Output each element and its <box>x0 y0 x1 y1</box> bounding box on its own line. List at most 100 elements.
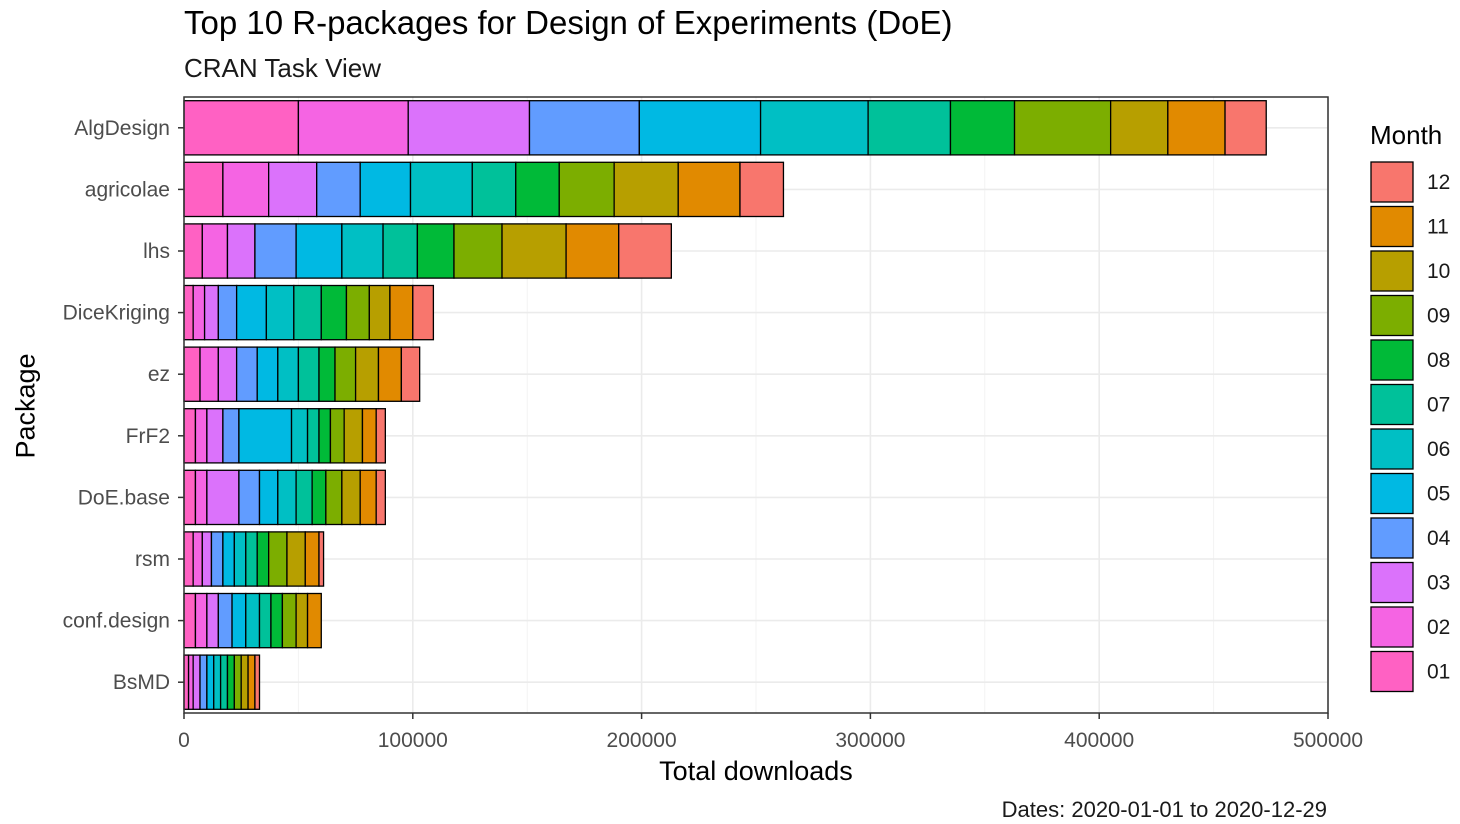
legend-title: Month <box>1370 120 1443 150</box>
x-axis: 0 100000 200000 300000 400000 500000 <box>178 713 1363 752</box>
bar-segment-agricolae-06 <box>409 161 473 218</box>
legend-key-01 <box>1370 650 1414 693</box>
bar-segment-DiceKriging-06 <box>265 284 295 341</box>
bar-segment-DiceKriging-10 <box>368 284 391 341</box>
bar-segment-ez-09 <box>334 346 357 402</box>
bar-segment-DoE.base-03 <box>206 469 240 526</box>
bar-segment-agricolae-01 <box>183 161 224 218</box>
legend-key-07 <box>1370 383 1414 426</box>
bar-segment-FrF2-05 <box>238 408 293 464</box>
legend-key-06 <box>1370 428 1414 470</box>
y-tick-label: BsMD <box>113 671 170 694</box>
legend-key-02 <box>1370 606 1414 648</box>
panel-border <box>183 96 1329 714</box>
bar-segment-rsm-10 <box>286 531 306 587</box>
bar-segment-ez-11 <box>377 346 403 402</box>
bar-segment-BsMD-06 <box>213 654 222 710</box>
bar-segment-FrF2-03 <box>206 408 224 464</box>
bar-segment-BsMD-03 <box>192 654 201 710</box>
bar-segment-DoE.base-12 <box>375 469 386 526</box>
bar-segment-DiceKriging-04 <box>217 284 238 341</box>
legend-label: 05 <box>1427 483 1450 506</box>
bar-segment-lhs-03 <box>226 223 256 279</box>
y-axis-label: Package <box>10 353 41 459</box>
bar-segment-agricolae-08 <box>515 161 560 218</box>
bar-segment-conf.design-02 <box>194 592 208 649</box>
bar-segment-AlgDesign-05 <box>638 100 762 156</box>
bar-segment-DiceKriging-09 <box>345 284 370 341</box>
bar-segment-rsm-01 <box>183 531 194 587</box>
bar-segment-AlgDesign-07 <box>867 100 952 156</box>
y-tick-label: conf.design <box>63 610 170 633</box>
bar-segment-BsMD-11 <box>247 654 256 710</box>
legend-key-10 <box>1370 250 1414 292</box>
bar-segment-DiceKriging-05 <box>235 284 268 341</box>
bar-segment-BsMD-10 <box>240 654 249 710</box>
legend-label: 10 <box>1427 260 1450 283</box>
legend-label: 08 <box>1427 349 1450 372</box>
legend-key-08 <box>1370 339 1414 381</box>
bar-segment-BsMD-05 <box>206 654 215 710</box>
bar-segment-BsMD-08 <box>226 654 235 710</box>
chart-subtitle: CRAN Task View <box>184 53 381 83</box>
bar-segment-FrF2-09 <box>329 408 345 464</box>
bar-segment-conf.design-09 <box>281 592 297 649</box>
bar-segment-lhs-05 <box>295 223 343 279</box>
bar-segment-AlgDesign-11 <box>1167 100 1226 156</box>
bar-segment-agricolae-10 <box>613 161 679 218</box>
bar-segment-rsm-05 <box>222 531 235 587</box>
bar-segment-FrF2-04 <box>222 408 240 464</box>
bar-segment-AlgDesign-02 <box>297 100 409 156</box>
bar-segment-DoE.base-08 <box>311 469 327 526</box>
bar-segment-agricolae-11 <box>677 161 741 218</box>
legend-label: 02 <box>1427 616 1450 639</box>
bar-segment-DiceKriging-03 <box>203 284 219 341</box>
legend-key-09 <box>1370 294 1414 337</box>
y-tick-label: FrF2 <box>126 425 170 448</box>
bar-segment-conf.design-04 <box>217 592 233 649</box>
legend-key-04 <box>1370 517 1414 559</box>
bar-segment-FrF2-02 <box>194 408 208 464</box>
bar-segment-FrF2-06 <box>290 408 309 464</box>
bar-segment-ez-01 <box>183 346 201 402</box>
legend-label: 01 <box>1427 661 1450 684</box>
bar-segment-agricolae-04 <box>316 161 361 218</box>
bar-segment-DoE.base-11 <box>359 469 377 526</box>
legend-key-11 <box>1370 205 1414 248</box>
bar-segment-DiceKriging-07 <box>293 284 322 341</box>
legend-key-03 <box>1370 561 1414 604</box>
bar-segment-DiceKriging-02 <box>192 284 206 341</box>
legend-label: 03 <box>1427 572 1450 595</box>
bar-segment-FrF2-10 <box>343 408 364 464</box>
y-tick-label: agricolae <box>85 178 170 201</box>
legend-label: 12 <box>1427 171 1450 194</box>
bar-segment-conf.design-05 <box>231 592 247 649</box>
bar-segment-BsMD-12 <box>254 654 261 710</box>
bar-segment-DiceKriging-01 <box>183 284 194 341</box>
bar-segment-lhs-04 <box>254 223 297 279</box>
y-axis: AlgDesign agricolae lhs DiceKriging ez FrF2 Do… <box>63 117 184 694</box>
bar-segment-conf.design-08 <box>270 592 284 649</box>
bar-segment-lhs-02 <box>201 223 229 279</box>
y-tick-label: lhs <box>143 240 170 263</box>
bar-segment-lhs-12 <box>618 223 672 279</box>
legend-label: 11 <box>1427 216 1449 239</box>
bar-segment-rsm-08 <box>256 531 270 587</box>
bar-segment-ez-06 <box>277 346 300 402</box>
bar-segment-BsMD-09 <box>233 654 242 710</box>
bar-segment-BsMD-04 <box>199 654 208 710</box>
plot-border <box>183 96 1329 714</box>
bar-segment-agricolae-02 <box>222 161 270 218</box>
bar-segment-AlgDesign-01 <box>183 100 300 156</box>
bar-segment-agricolae-09 <box>558 161 615 218</box>
bar-segment-rsm-11 <box>304 531 320 587</box>
bar-segment-DoE.base-07 <box>295 469 313 526</box>
legend: 12 11 10 09 08 07 06 05 04 03 02 01 <box>1370 161 1451 693</box>
bar-segment-FrF2-07 <box>306 408 320 464</box>
legend-label: 09 <box>1427 305 1450 328</box>
bar-segment-agricolae-07 <box>471 161 517 218</box>
bar-segment-lhs-09 <box>453 223 503 279</box>
y-tick-label: DoE.base <box>78 486 170 509</box>
bar-segment-lhs-07 <box>382 223 419 279</box>
